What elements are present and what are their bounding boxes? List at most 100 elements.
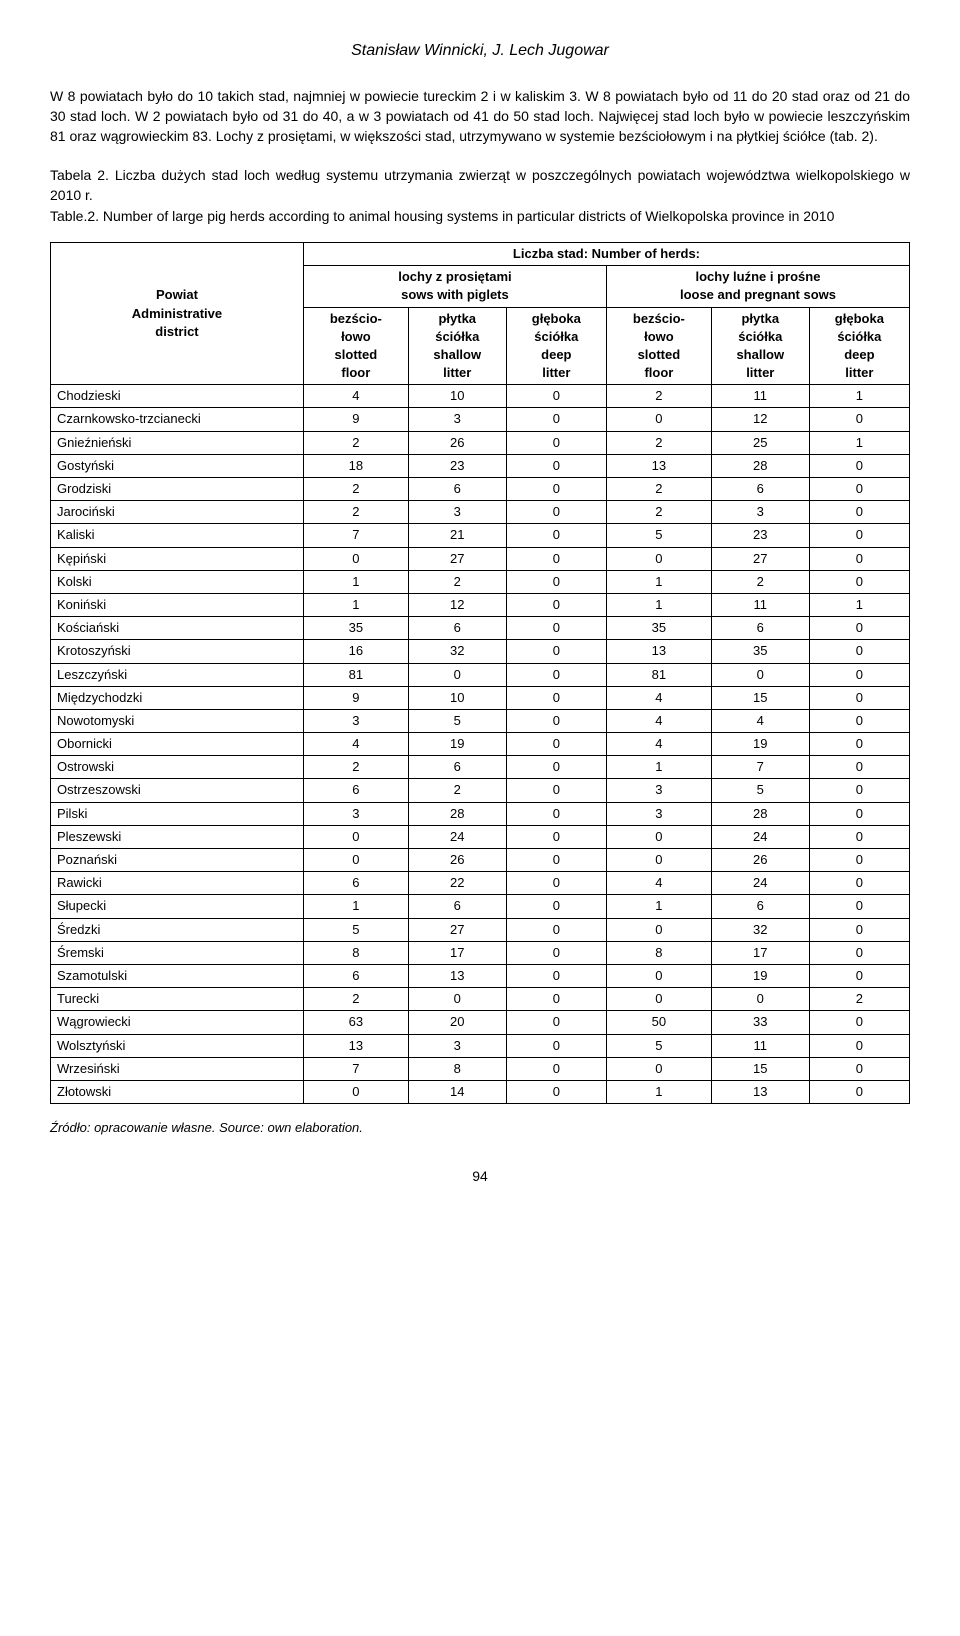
- value-cell: 0: [506, 617, 606, 640]
- value-cell: 0: [506, 872, 606, 895]
- value-cell: 5: [303, 918, 408, 941]
- value-cell: 19: [711, 733, 809, 756]
- value-cell: 6: [711, 617, 809, 640]
- value-cell: 0: [303, 849, 408, 872]
- value-cell: 13: [408, 964, 506, 987]
- value-cell: 0: [303, 825, 408, 848]
- value-cell: 26: [408, 849, 506, 872]
- value-cell: 16: [303, 640, 408, 663]
- table-row: Turecki200002: [51, 988, 910, 1011]
- value-cell: 1: [809, 593, 909, 616]
- value-cell: 0: [606, 1057, 711, 1080]
- value-cell: 0: [606, 547, 711, 570]
- district-cell: Wrzesiński: [51, 1057, 304, 1080]
- value-cell: 2: [606, 431, 711, 454]
- value-cell: 27: [408, 918, 506, 941]
- table-row: Jarociński230230: [51, 501, 910, 524]
- col3-header: głęboka ściółka deep litter: [506, 307, 606, 385]
- value-cell: 20: [408, 1011, 506, 1034]
- value-cell: 26: [408, 431, 506, 454]
- value-cell: 2: [711, 570, 809, 593]
- group1-en: sows with piglets: [310, 286, 600, 304]
- value-cell: 0: [506, 779, 606, 802]
- district-cell: Kępiński: [51, 547, 304, 570]
- value-cell: 0: [606, 408, 711, 431]
- value-cell: 0: [506, 849, 606, 872]
- value-cell: 27: [711, 547, 809, 570]
- value-cell: 8: [606, 941, 711, 964]
- table-row: Krotoszyński1632013350: [51, 640, 910, 663]
- value-cell: 0: [809, 895, 909, 918]
- value-cell: 8: [408, 1057, 506, 1080]
- value-cell: 1: [606, 895, 711, 918]
- value-cell: 24: [711, 825, 809, 848]
- district-cell: Złotowski: [51, 1080, 304, 1103]
- value-cell: 26: [711, 849, 809, 872]
- group1-header: lochy z prosiętami sows with piglets: [303, 266, 606, 307]
- value-cell: 0: [506, 431, 606, 454]
- district-cell: Leszczyński: [51, 663, 304, 686]
- value-cell: 18: [303, 454, 408, 477]
- value-cell: 0: [809, 964, 909, 987]
- table-row: Ostrowski260170: [51, 756, 910, 779]
- value-cell: 21: [408, 524, 506, 547]
- value-cell: 6: [711, 895, 809, 918]
- table-row: Pilski32803280: [51, 802, 910, 825]
- table-row: Czarnkowsko-trzcianecki9300120: [51, 408, 910, 431]
- value-cell: 24: [408, 825, 506, 848]
- value-cell: 2: [303, 756, 408, 779]
- value-cell: 33: [711, 1011, 809, 1034]
- table-caption: Tabela 2. Liczba dużych stad loch według…: [50, 166, 910, 227]
- value-cell: 2: [606, 501, 711, 524]
- value-cell: 2: [408, 779, 506, 802]
- value-cell: 0: [506, 408, 606, 431]
- table-row: Koniński11201111: [51, 593, 910, 616]
- caption-en: Table.2. Number of large pig herds accor…: [50, 207, 910, 227]
- value-cell: 10: [408, 686, 506, 709]
- district-cell: Gnieźnieński: [51, 431, 304, 454]
- district-cell: Kościański: [51, 617, 304, 640]
- value-cell: 6: [408, 756, 506, 779]
- value-cell: 5: [408, 709, 506, 732]
- value-cell: 0: [506, 802, 606, 825]
- value-cell: 0: [809, 825, 909, 848]
- value-cell: 13: [606, 640, 711, 663]
- value-cell: 0: [506, 1011, 606, 1034]
- value-cell: 4: [711, 709, 809, 732]
- value-cell: 0: [408, 988, 506, 1011]
- district-cell: Poznański: [51, 849, 304, 872]
- value-cell: 4: [606, 709, 711, 732]
- value-cell: 3: [606, 779, 711, 802]
- value-cell: 0: [506, 570, 606, 593]
- value-cell: 11: [711, 385, 809, 408]
- group1-pl: lochy z prosiętami: [310, 268, 600, 286]
- value-cell: 3: [303, 709, 408, 732]
- value-cell: 0: [408, 663, 506, 686]
- value-cell: 0: [506, 941, 606, 964]
- value-cell: 1: [809, 385, 909, 408]
- value-cell: 4: [303, 733, 408, 756]
- table-row: Kolski120120: [51, 570, 910, 593]
- value-cell: 0: [506, 478, 606, 501]
- district-cell: Pleszewski: [51, 825, 304, 848]
- table-row: Gnieźnieński22602251: [51, 431, 910, 454]
- value-cell: 17: [711, 941, 809, 964]
- value-cell: 5: [711, 779, 809, 802]
- value-cell: 0: [809, 941, 909, 964]
- value-cell: 28: [408, 802, 506, 825]
- value-cell: 0: [809, 408, 909, 431]
- value-cell: 15: [711, 1057, 809, 1080]
- value-cell: 0: [606, 964, 711, 987]
- value-cell: 6: [408, 478, 506, 501]
- value-cell: 2: [303, 501, 408, 524]
- value-cell: 0: [506, 454, 606, 477]
- value-cell: 6: [408, 617, 506, 640]
- value-cell: 0: [506, 547, 606, 570]
- value-cell: 0: [809, 872, 909, 895]
- district-cell: Obornicki: [51, 733, 304, 756]
- district-cell: Chodzieski: [51, 385, 304, 408]
- value-cell: 0: [809, 1011, 909, 1034]
- value-cell: 5: [606, 1034, 711, 1057]
- value-cell: 27: [408, 547, 506, 570]
- table-row: Międzychodzki91004150: [51, 686, 910, 709]
